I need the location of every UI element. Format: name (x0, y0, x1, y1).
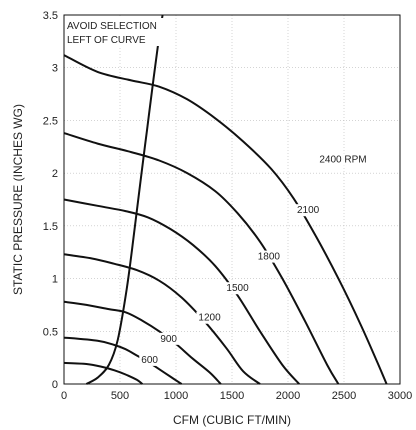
curve-label: 1800 (258, 252, 281, 263)
x-tick-label: 2500 (332, 390, 356, 402)
grid (64, 15, 400, 384)
curve-label-bg (158, 332, 181, 345)
y-tick-label: 2.5 (43, 115, 58, 127)
curve-label-bg (224, 282, 253, 295)
y-tick-label: 1 (52, 274, 58, 286)
curve-label-bg (255, 250, 284, 263)
curve-label: 600 (141, 355, 158, 366)
rpm-curve-1800 (63, 198, 300, 385)
x-tick-label: 500 (111, 390, 129, 402)
rpm-curve-600 (63, 361, 144, 385)
curve-label-bg (294, 204, 323, 217)
x-tick-label: 0 (61, 390, 67, 402)
curve-label: 1500 (226, 283, 249, 294)
y-tick-label: 2 (52, 168, 58, 180)
plot-frame (63, 14, 401, 385)
curve-label-bg (317, 153, 370, 166)
x-axis-title: CFM (CUBIC FT/MIN) (173, 413, 291, 427)
curve-label: 2100 (297, 205, 320, 216)
curve-label: 900 (160, 334, 177, 345)
x-tick-label: 2000 (276, 390, 300, 402)
annotation-line-2: LEFT OF CURVE (67, 35, 146, 46)
curve-label: 2400 RPM (319, 155, 366, 166)
curve-label-bg (139, 353, 162, 366)
y-tick-label: 3.5 (43, 10, 58, 22)
curve-label-bg (196, 311, 225, 324)
y-tick-label: 0.5 (43, 326, 58, 338)
avoid-selection-boundary-curve (85, 14, 164, 385)
rpm-curve-2100 (63, 132, 340, 385)
rpm-curve-900 (63, 336, 183, 385)
x-tick-label: 3000 (388, 390, 412, 402)
rpm-curve-2400-rpm (63, 54, 388, 385)
rpm-curve-1500 (63, 253, 261, 385)
tick-labels: 0 500 1000 1500 2000 2500 3000 0 0.5 1 1.5 2 2.5 3 3.5 (43, 10, 413, 402)
avoid-selection-annotation: AVOID SELECTION LEFT OF CURVE (65, 18, 165, 46)
curve-label: 1200 (198, 313, 221, 324)
x-tick-label: 1000 (164, 390, 188, 402)
annotation-line-1: AVOID SELECTION (67, 21, 157, 32)
y-tick-label: 3 (52, 63, 58, 75)
curves (63, 14, 388, 385)
rpm-curve-1200 (63, 300, 222, 385)
x-tick-label: 1500 (220, 390, 244, 402)
y-tick-label: 0 (52, 379, 58, 391)
y-axis-title: STATIC PRESSURE (INCHES WG) (11, 104, 25, 295)
y-tick-label: 1.5 (43, 221, 58, 233)
